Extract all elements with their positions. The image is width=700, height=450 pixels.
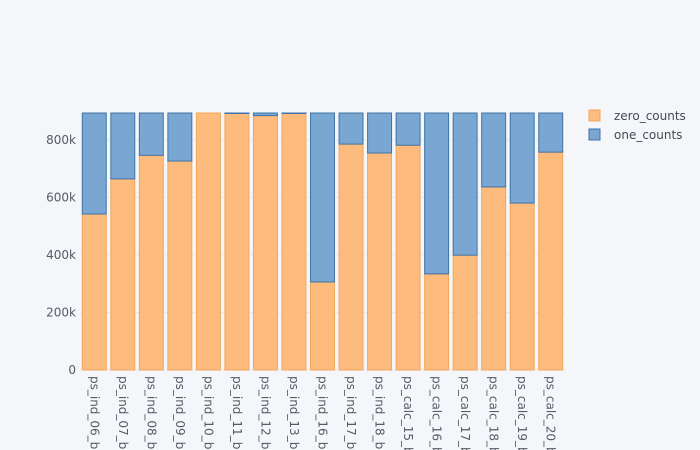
bar-one_counts-ps_ind_09_bin[interactable]: [167, 112, 193, 162]
x-tick-label: ps_ind_16_bin: [316, 376, 330, 450]
bar-one_counts-ps_ind_17_bin[interactable]: [338, 112, 364, 145]
x-tick-label: ps_ind_12_bin: [258, 376, 272, 450]
bar-zero_counts-ps_calc_15_bin[interactable]: [395, 144, 421, 371]
bar-zero_counts-ps_ind_11_bin[interactable]: [224, 112, 250, 371]
x-tick-label: ps_calc_17_bin: [458, 376, 472, 450]
bar-zero_counts-ps_ind_09_bin[interactable]: [167, 160, 193, 371]
bar-zero_counts-ps_ind_18_bin[interactable]: [367, 152, 393, 371]
bar-one_counts-ps_ind_18_bin[interactable]: [367, 112, 393, 154]
legend-swatch-zero_counts[interactable]: [588, 109, 601, 122]
bar-zero_counts-ps_ind_08_bin[interactable]: [138, 154, 164, 371]
bar-zero_counts-ps_ind_13_bin[interactable]: [281, 112, 307, 371]
bar-zero_counts-ps_calc_19_bin[interactable]: [509, 202, 535, 371]
x-tick-label: ps_ind_07_bin: [116, 376, 130, 450]
y-tick-label: 0: [68, 363, 76, 377]
bar-one_counts-ps_calc_19_bin[interactable]: [509, 112, 535, 204]
y-tick-label: 800k: [46, 133, 76, 147]
x-tick-label: ps_ind_09_bin: [173, 376, 187, 450]
y-tick-label: 400k: [46, 248, 76, 262]
bar-zero_counts-ps_ind_12_bin[interactable]: [252, 115, 278, 371]
bar-one_counts-ps_ind_12_bin[interactable]: [252, 112, 278, 117]
x-tick-label: ps_ind_13_bin: [287, 376, 301, 450]
bar-one_counts-ps_ind_13_bin[interactable]: [281, 112, 307, 114]
bar-one_counts-ps_ind_08_bin[interactable]: [138, 112, 164, 156]
x-tick-label: ps_ind_10_bin: [201, 376, 215, 450]
axis-layer: 0 200k 400k 600k 800k ps_ind_06_bin ps_ind_07_…: [46, 133, 558, 450]
legend-swatch-one_counts[interactable]: [588, 128, 601, 141]
bar-zero_counts-ps_ind_07_bin[interactable]: [110, 178, 136, 371]
bar-zero_counts-ps_calc_17_bin[interactable]: [452, 254, 478, 371]
bar-one_counts-ps_calc_17_bin[interactable]: [452, 112, 478, 256]
bar-layer: [81, 112, 564, 371]
bar-zero_counts-ps_calc_16_bin[interactable]: [424, 273, 450, 371]
y-tick-label: 200k: [46, 305, 76, 319]
bar-one_counts-ps_calc_18_bin[interactable]: [481, 112, 507, 188]
x-tick-label: ps_ind_17_bin: [344, 376, 358, 450]
x-tick-label: ps_calc_18_bin: [487, 376, 501, 450]
bar-zero_counts-ps_calc_18_bin[interactable]: [481, 186, 507, 371]
bar-one_counts-ps_calc_16_bin[interactable]: [424, 112, 450, 275]
bar-one_counts-ps_calc_15_bin[interactable]: [395, 112, 421, 146]
bar-one_counts-ps_calc_20_bin[interactable]: [538, 112, 564, 153]
x-tick-label: ps_ind_18_bin: [373, 376, 387, 450]
x-tick-label: ps_ind_06_bin: [87, 376, 101, 450]
x-tick-label: ps_calc_15_bin: [401, 376, 415, 450]
x-tick-label: ps_ind_08_bin: [144, 376, 158, 450]
legend: zero_counts one_counts: [588, 109, 686, 142]
bar-zero_counts-ps_ind_10_bin[interactable]: [195, 112, 221, 371]
x-tick-label: ps_calc_19_bin: [515, 376, 529, 450]
bar-zero_counts-ps_ind_17_bin[interactable]: [338, 143, 364, 371]
bar-one_counts-ps_ind_11_bin[interactable]: [224, 112, 250, 114]
x-tick-label: ps_calc_20_bin: [544, 376, 558, 450]
bar-one_counts-ps_ind_16_bin[interactable]: [310, 112, 335, 283]
x-tick-label: ps_calc_16_bin: [430, 376, 444, 450]
bar-one_counts-ps_ind_07_bin[interactable]: [110, 112, 136, 180]
x-tick-label: ps_ind_11_bin: [230, 376, 244, 450]
legend-label-zero_counts[interactable]: zero_counts: [614, 109, 686, 123]
bar-zero_counts-ps_ind_16_bin[interactable]: [310, 281, 335, 371]
y-tick-label: 600k: [46, 190, 76, 204]
bar-one_counts-ps_ind_06_bin[interactable]: [81, 112, 107, 215]
bar-zero_counts-ps_ind_06_bin[interactable]: [81, 213, 107, 371]
bar-zero_counts-ps_calc_20_bin[interactable]: [538, 151, 564, 371]
legend-label-one_counts[interactable]: one_counts: [614, 128, 682, 142]
